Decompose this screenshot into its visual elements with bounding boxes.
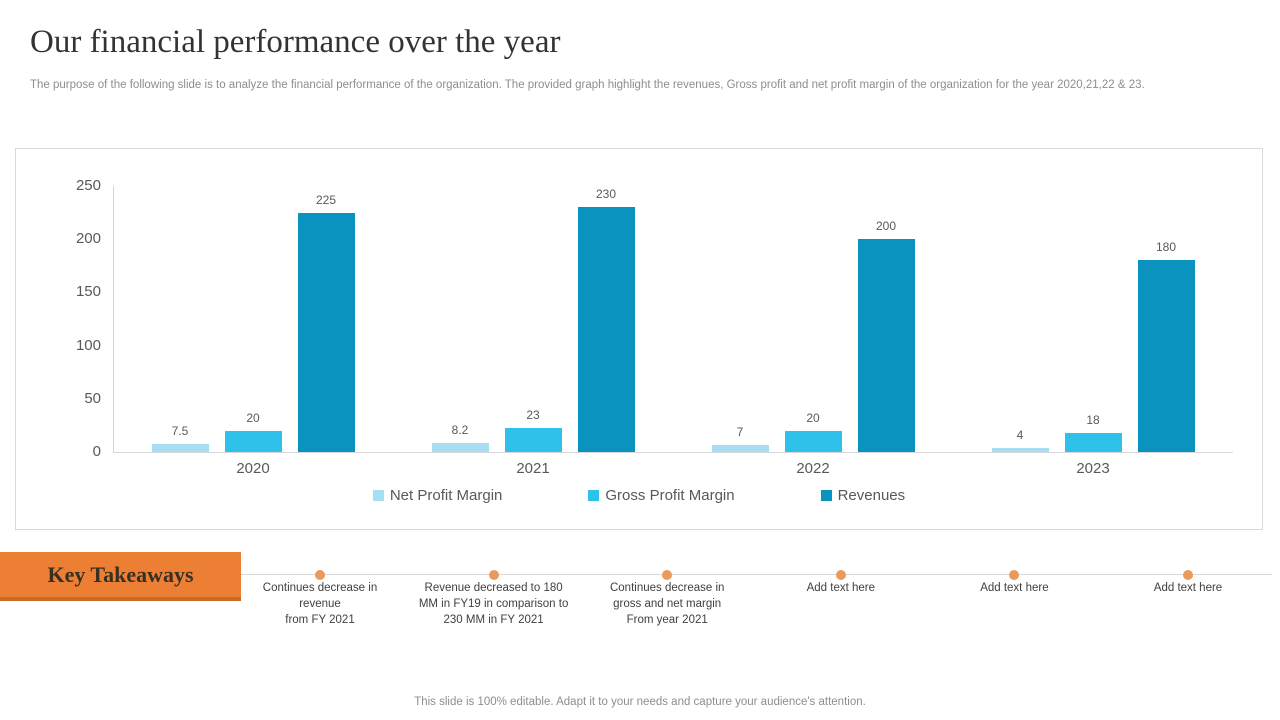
- chart-panel: 0 50 100 150 200 250 7.5 20 225 2020 8.2 23 230 2021 7…: [15, 148, 1263, 530]
- timeline-dot-icon: [488, 570, 499, 580]
- bar: [577, 207, 635, 452]
- legend-item: Net Profit Margin: [372, 487, 503, 504]
- bar-value-label: 7: [736, 425, 744, 439]
- bar-value-label: 18: [1086, 413, 1100, 427]
- takeaway-text: Add text here: [980, 582, 1049, 594]
- key-takeaways-banner: Key Takeaways: [0, 552, 241, 601]
- bar-value-label: 4: [1016, 428, 1024, 442]
- timeline-dot-icon: [835, 570, 846, 580]
- y-tick-label: 200: [75, 230, 101, 248]
- chart-legend: Net Profit Margin Gross Profit Margin Reve…: [16, 487, 1262, 504]
- legend-label: Revenues: [837, 487, 906, 504]
- y-tick-label: 100: [75, 336, 101, 354]
- y-tick-label: 0: [92, 443, 101, 460]
- bar: [991, 448, 1049, 452]
- bar: [431, 443, 489, 452]
- takeaway-text: Revenue decreased to 180 MM in FY19 in c…: [418, 582, 569, 626]
- bar: [504, 428, 562, 452]
- bar-value-label: 23: [526, 408, 540, 422]
- legend-label: Gross Profit Margin: [605, 487, 735, 504]
- takeaway-text: Continues decrease in revenue from FY 20…: [262, 582, 378, 626]
- bar: [297, 213, 355, 452]
- legend-swatch-icon: [820, 490, 832, 501]
- bar-value-label: 8.2: [451, 423, 469, 437]
- timeline-line: [241, 574, 1272, 575]
- legend-item: Gross Profit Margin: [588, 487, 735, 504]
- bar-value-label: 225: [315, 193, 337, 207]
- timeline-dot-icon: [1183, 570, 1193, 580]
- x-category-label: 2020: [236, 460, 270, 477]
- timeline-dot-icon: [315, 570, 325, 580]
- bar: [784, 431, 842, 452]
- legend-swatch-icon: [588, 490, 600, 501]
- takeaway-text: Continues decrease in gross and net marg…: [609, 582, 725, 626]
- bar-value-label: 20: [806, 411, 820, 425]
- slide-subtitle: The purpose of the following slide is to…: [30, 79, 1145, 91]
- legend-label: Net Profit Margin: [389, 487, 503, 504]
- bar: [1064, 433, 1122, 452]
- timeline-dot-icon: [662, 570, 673, 580]
- takeaway-text: Add text here: [806, 582, 875, 594]
- takeaway-text: Add text here: [1153, 582, 1223, 594]
- y-axis-line: [113, 186, 114, 452]
- y-tick-label: 50: [84, 389, 101, 407]
- x-category-label: 2022: [796, 460, 830, 477]
- bar-value-label: 180: [1155, 240, 1177, 254]
- y-tick-label: 150: [75, 283, 101, 301]
- bar-value-label: 230: [595, 187, 617, 201]
- footer-note: This slide is 100% editable. Adapt it to…: [414, 696, 866, 708]
- legend-item: Revenues: [820, 487, 906, 504]
- bar: [224, 431, 282, 452]
- x-category-label: 2023: [1076, 460, 1110, 477]
- bar: [711, 445, 769, 452]
- page-title: Our financial performance over the year: [30, 24, 561, 60]
- bar-value-label: 20: [246, 411, 260, 425]
- bar: [1137, 260, 1195, 452]
- bar-value-label: 7.5: [171, 424, 189, 438]
- bar: [857, 239, 915, 452]
- bar-value-label: 200: [875, 219, 897, 233]
- x-axis-line: [113, 452, 1233, 453]
- x-category-label: 2021: [516, 460, 550, 477]
- y-tick-label: 250: [75, 177, 101, 194]
- bar: [151, 444, 209, 452]
- timeline-dot-icon: [1009, 570, 1020, 580]
- legend-swatch-icon: [372, 490, 384, 501]
- key-takeaways-heading: Key Takeaways: [47, 561, 194, 587]
